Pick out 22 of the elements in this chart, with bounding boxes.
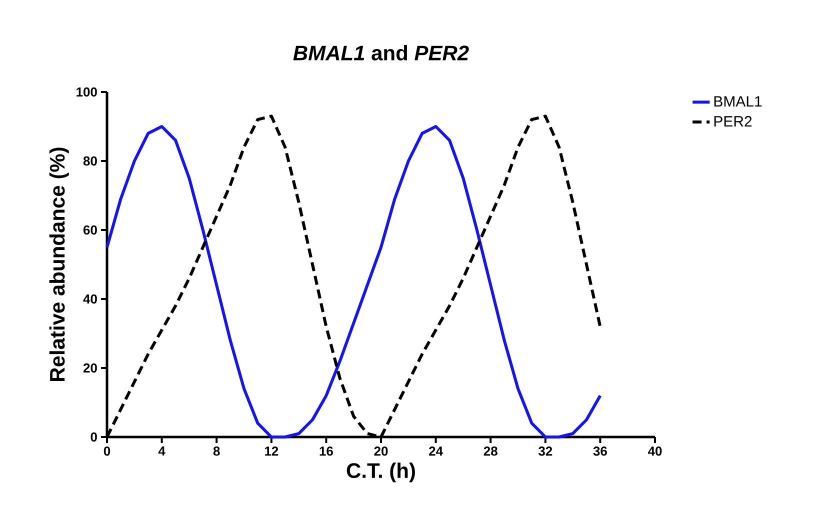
x-tick-label: 24 [429,446,443,456]
x-tick-label: 28 [484,446,498,456]
y-tick-label: 100 [76,87,97,97]
y-tick-label: 20 [83,363,97,373]
x-tick-label: 40 [648,446,662,456]
x-tick-label: 4 [158,446,166,456]
y-tick-label: 60 [83,225,97,235]
y-tick-label: 0 [90,432,97,442]
x-tick-label: 32 [538,446,552,456]
legend-label: BMAL1 [714,96,762,107]
x-tick-label: 36 [593,446,607,456]
x-tick-label: 20 [374,446,388,456]
x-tick-label: 8 [213,446,220,456]
y-tick-label: 80 [83,156,97,166]
y-tick-label: 40 [83,294,97,304]
x-axis-title: C.T. (h) [346,462,415,482]
chart-title: BMAL1 and PER2 [293,45,469,60]
x-tick-label: 12 [264,446,278,456]
x-tick-label: 16 [320,446,333,456]
y-axis-title: Relative abundance (%) [49,148,69,381]
x-tick-label: 0 [104,446,110,456]
legend-label: PER2 [714,116,752,126]
